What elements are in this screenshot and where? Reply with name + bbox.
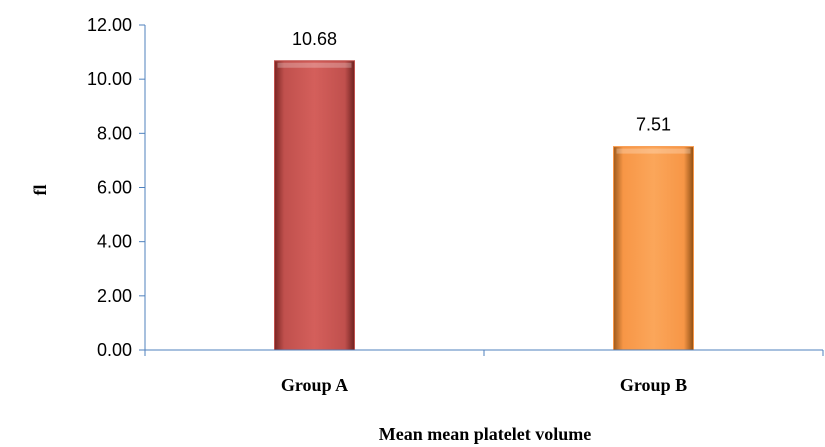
y-tick-label: 6.00 <box>97 178 132 198</box>
y-tick-label: 8.00 <box>97 123 132 143</box>
data-label: 7.51 <box>636 115 671 135</box>
y-tick-label: 4.00 <box>97 232 132 252</box>
bar-group-b <box>613 146 694 351</box>
bars-group <box>274 60 694 351</box>
category-label: Group B <box>620 375 687 395</box>
data-label: 10.68 <box>292 29 337 49</box>
y-tick-label: 2.00 <box>97 286 132 306</box>
category-labels-group: Group A Group B <box>281 375 687 395</box>
axes-group <box>144 25 823 351</box>
bar-bevel-highlight <box>277 62 352 68</box>
bar-bevel-highlight <box>616 148 691 154</box>
data-labels-group: 10.68 7.51 <box>292 29 671 135</box>
y-tick-label: 12.00 <box>87 15 132 35</box>
y-axis-ticks: 0.00 2.00 4.00 6.00 8.00 10.00 12.00 <box>87 15 824 360</box>
x-axis-title: Mean mean platelet volume <box>379 424 591 444</box>
bar-group-a <box>274 60 355 351</box>
y-tick-label: 0.00 <box>97 340 132 360</box>
category-label: Group A <box>281 375 348 395</box>
y-axis-title: fl <box>30 185 50 196</box>
y-tick-label: 10.00 <box>87 69 132 89</box>
